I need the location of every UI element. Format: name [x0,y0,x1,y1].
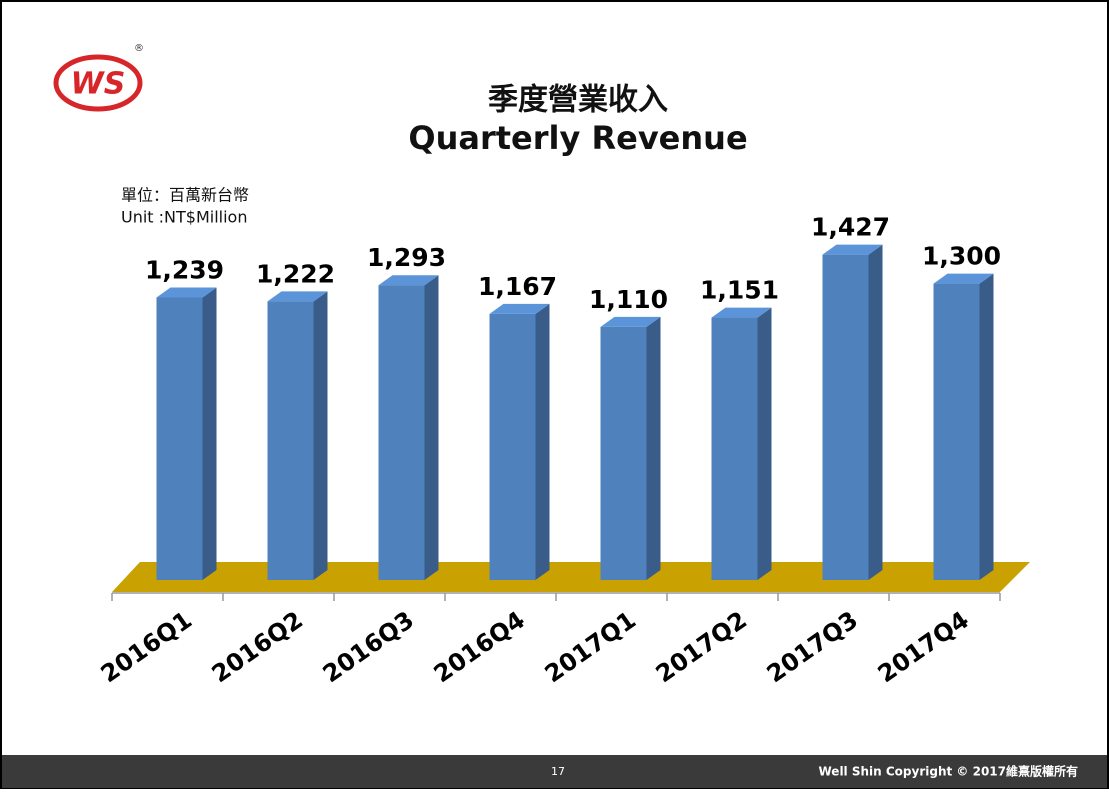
logo-text: WS [71,67,126,102]
data-label: 1,222 [256,259,335,288]
footer-bar [2,755,1107,788]
floor [112,562,1030,592]
page-number: 17 [551,765,565,778]
bar-side [535,303,550,580]
bar-top [822,244,883,255]
bar-top [600,316,661,327]
bar [267,291,328,580]
bar-front [156,297,203,580]
bar [711,307,772,580]
bar [378,275,439,580]
bar-side [202,287,217,580]
bar-front [600,326,647,580]
data-label: 1,151 [700,276,779,305]
logo-ring [53,54,143,112]
bar [600,316,661,580]
registered-mark: ® [134,43,144,54]
logo: WS ® [53,43,144,112]
unit-label: 單位：百萬新台幣 [121,186,249,205]
bar-front [489,313,536,580]
bar-top [378,275,439,286]
copyright: Well Shin Copyright © 2017維熹版權所有 [819,764,1079,779]
bar-top [489,303,550,314]
data-label: 1,167 [478,272,557,301]
data-label: 1,300 [922,242,1001,271]
bar-top [933,273,994,284]
bar-top [267,291,328,302]
bar [156,287,217,580]
bar-side [979,273,994,580]
bar-side [313,291,328,580]
bar [933,273,994,580]
data-label: 1,239 [145,256,224,285]
chart-subtitle: Quarterly Revenue [408,119,747,157]
bar-side [868,244,883,581]
bar-side [757,307,772,580]
bar-front [933,283,980,580]
chart-title: 季度營業收入 [488,83,668,118]
bar-top [156,287,217,298]
unit-label-en: Unit :NT$Million [121,208,247,227]
bar-front [711,317,758,580]
bar-front [267,301,314,580]
data-label: 1,427 [811,213,890,242]
data-label: 1,110 [589,285,668,314]
bar-front [822,254,869,581]
data-label: 1,293 [367,243,446,272]
bar-side [646,316,661,580]
bar [822,244,883,581]
bar-side [424,275,439,580]
bar-top [711,307,772,318]
bar [489,303,550,580]
bar-front [378,285,425,580]
